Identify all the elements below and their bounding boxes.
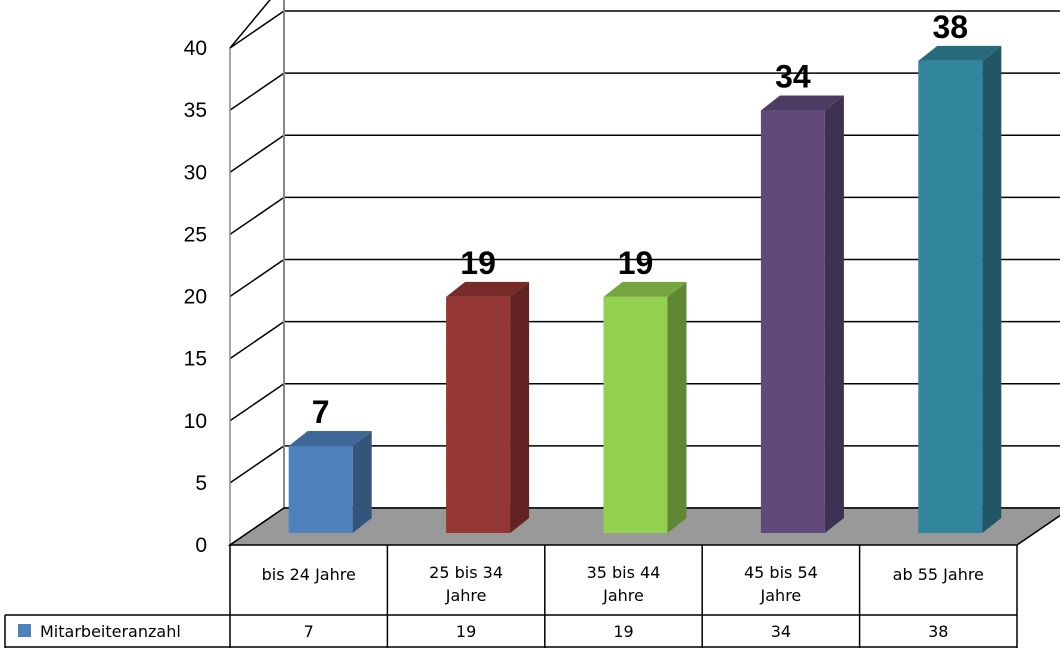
table-value-5: 38 — [928, 622, 948, 641]
bar-3 — [604, 282, 687, 533]
gridline-side-5 — [230, 446, 284, 483]
bar-front-face — [446, 297, 510, 533]
y-tick-label-20: 20 — [184, 286, 207, 309]
category-label-4: 45 bis 54 Jahre — [744, 563, 818, 605]
gridline-side-20 — [230, 260, 284, 297]
bar-1 — [289, 431, 372, 533]
legend-swatch — [18, 624, 31, 637]
legend-label: Mitarbeiteranzahl — [40, 622, 181, 641]
data-label-1: 7 — [312, 394, 330, 430]
data-label-2: 19 — [460, 245, 496, 281]
gridline-side-15 — [230, 322, 284, 359]
bar-side-face — [510, 282, 529, 533]
table-value-1: 7 — [304, 622, 314, 641]
bar-front-face — [918, 61, 982, 533]
y-tick-label-5: 5 — [195, 472, 207, 495]
bar-front-face — [289, 446, 353, 533]
y-tick-label-25: 25 — [184, 223, 207, 246]
category-label-3: 35 bis 44 Jahre — [587, 563, 661, 605]
category-label-2: 25 bis 34 Jahre — [429, 563, 503, 605]
data-label-4: 34 — [775, 59, 811, 95]
bar-side-face — [353, 431, 372, 533]
bar-2 — [446, 282, 529, 533]
table-value-4: 34 — [771, 622, 791, 641]
gridline-side-35 — [230, 73, 284, 110]
category-label-5: ab 55 Jahre — [893, 565, 984, 584]
side-wall-top-edge — [230, 0, 284, 48]
bar-5 — [918, 46, 1001, 533]
y-tick-label-0: 0 — [195, 534, 207, 557]
bar-side-face — [825, 96, 844, 533]
bar-front-face — [761, 111, 825, 533]
y-tick-label-40: 40 — [184, 37, 207, 60]
y-tick-label-15: 15 — [184, 348, 207, 371]
table-value-3: 19 — [613, 622, 633, 641]
gridline-side-25 — [230, 197, 284, 234]
gridline-side-30 — [230, 135, 284, 172]
table-value-2: 19 — [456, 622, 476, 641]
bar-side-face — [982, 46, 1001, 533]
data-label-5: 38 — [933, 9, 969, 45]
bar-front-face — [604, 297, 668, 533]
bar-4 — [761, 96, 844, 533]
category-label-1: bis 24 Jahre — [262, 565, 356, 584]
gridline-side-10 — [230, 384, 284, 421]
y-tick-label-35: 35 — [184, 99, 207, 122]
y-tick-label-10: 10 — [184, 410, 207, 433]
y-tick-label-30: 30 — [184, 161, 207, 184]
data-label-3: 19 — [618, 245, 654, 281]
bar-side-face — [668, 282, 687, 533]
